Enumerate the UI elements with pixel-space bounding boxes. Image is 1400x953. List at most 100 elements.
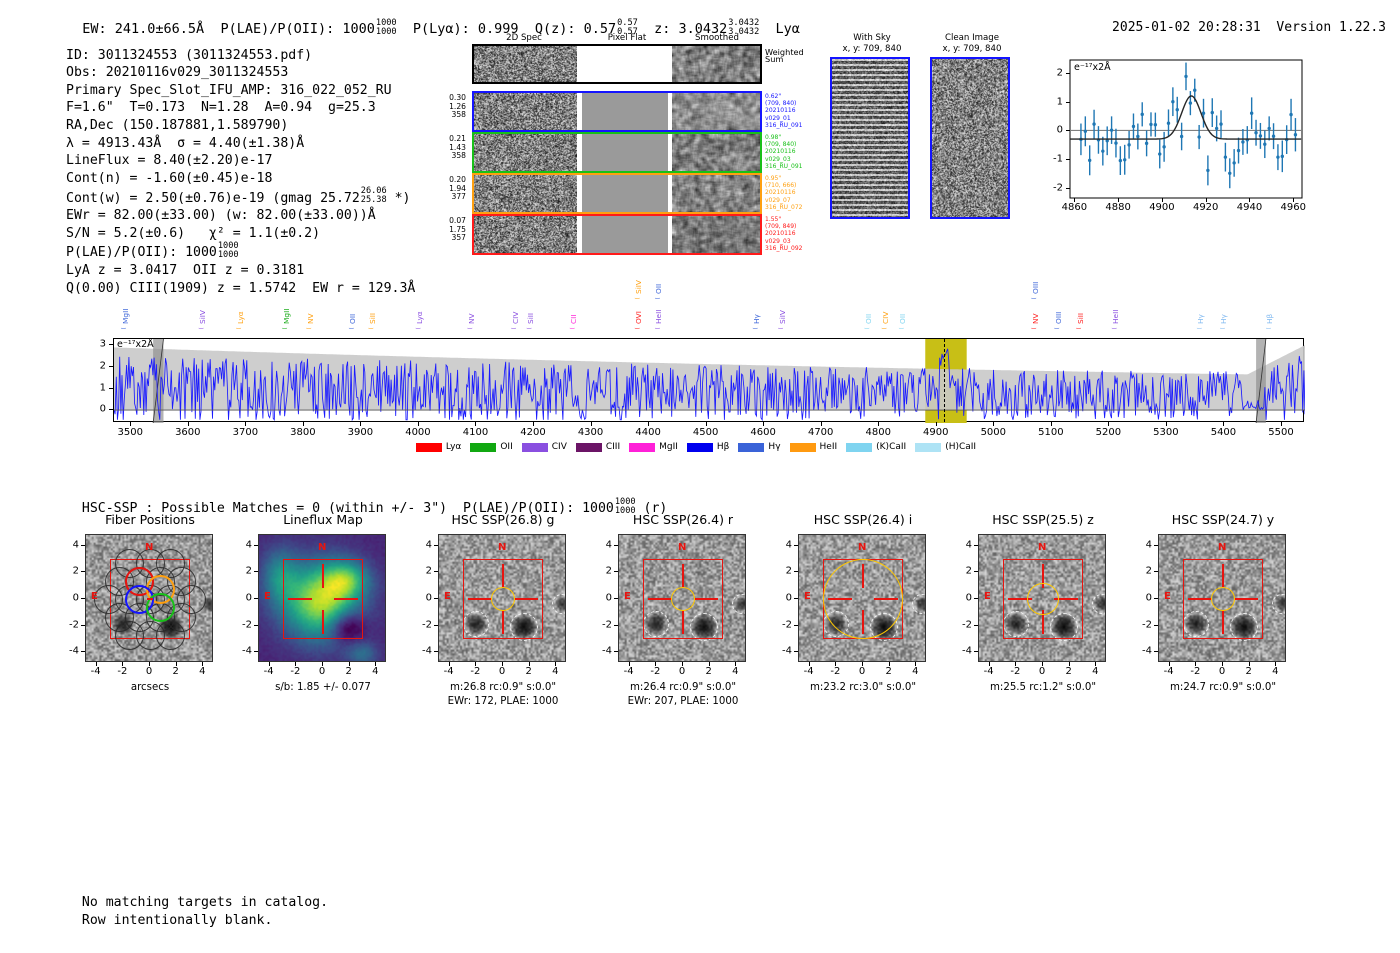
fiber-circle[interactable]	[156, 548, 186, 578]
cutout-caption-2: EWr: 172, PLAE: 1000	[447, 696, 559, 707]
header-line-name: Lyα	[775, 21, 800, 38]
cutout-ytickmark	[794, 571, 798, 573]
spec2d-right-value: v029_03	[765, 155, 791, 163]
spec2d-right-value: 1.55"	[765, 216, 782, 223]
cutout-image-box[interactable]	[1158, 534, 1286, 662]
cutout-image-box[interactable]	[978, 534, 1106, 662]
header-qz-label: Q(z): 0.57	[534, 21, 617, 38]
cutout-image-box[interactable]	[618, 534, 746, 662]
fit-ytickmark	[1066, 130, 1070, 132]
fit-data-point	[1197, 135, 1201, 139]
cutout-image-box[interactable]	[798, 534, 926, 662]
spectrum-line-bracket: ⌣	[526, 324, 533, 334]
spectrum-line-bracket: ⌣	[235, 324, 242, 334]
cutout-image-box[interactable]	[85, 534, 213, 662]
fit-xtick: 4960	[1280, 202, 1306, 213]
compass-east-label: E	[91, 591, 98, 602]
cutout-xtickmark	[95, 662, 97, 666]
cutout-xtickmark	[475, 662, 477, 666]
photometry-aperture-circle	[671, 587, 695, 611]
fit-data-point	[1236, 148, 1241, 153]
legend-swatch	[738, 442, 765, 452]
legend-item: (H)CaII	[915, 442, 976, 452]
cutout-xtickmark	[1068, 662, 1070, 666]
info-id: ID: 3011324553 (3011324553.pdf)	[66, 47, 313, 63]
full-spectrum-chart: Lyα OII CIV CIII MgII Hβ Hγ HeII (K)CaII (H)CaII …	[88, 280, 1305, 465]
spectrum-xtickmark	[360, 422, 362, 426]
cutout-ytick: -4	[962, 645, 972, 657]
fit-data-point	[1109, 128, 1114, 132]
spectrum-line-bracket: ⌣	[281, 324, 288, 334]
spectrum-xtick: 4000	[405, 427, 431, 438]
cutout-panel: HSC SSP(24.7) y N E -4 -2 0 2 4 4 2 0 -2 -4 m:24.7 rc…	[1128, 512, 1318, 693]
spec2d-right-value: (709, 840)	[765, 100, 797, 108]
fit-xtick: 4880	[1105, 202, 1131, 213]
compass-east-label: E	[624, 591, 631, 602]
cutout-ytick: -4	[422, 645, 432, 657]
spectrum-line-bracket: ⌣	[1030, 324, 1037, 334]
weighted-sum-label: Weighted Sum	[765, 47, 804, 65]
fit-data-point	[1210, 110, 1214, 115]
spectrum-ytickmark	[109, 387, 113, 389]
fit-data-point	[1214, 126, 1219, 131]
spec2d-gap	[667, 134, 673, 171]
catalog-ellipse	[911, 594, 925, 615]
info-z-lines: LyA z = 3.0417 OII z = 0.3181	[66, 263, 305, 279]
info-sn: S/N = 5.2(±0.6) χ² = 1.1(±0.2)	[66, 225, 321, 241]
legend-label: OII	[500, 442, 513, 452]
cutout-xtick: 4	[199, 666, 206, 677]
spectrum-line-bracket: ⌣	[898, 324, 905, 334]
header-qz-lo: 0.57	[617, 26, 638, 37]
cutout-xtick: 2	[1065, 666, 1072, 677]
fiber-circle-highlighted-3[interactable]	[145, 593, 175, 623]
fit-data-point	[1171, 99, 1175, 104]
cutout-ytickmark	[1154, 544, 1158, 546]
fit-data-point	[1114, 141, 1118, 145]
cutout-panel: HSC SSP(26.8) g N E -4 -2 0 2 4 4 2 0 -2 -4 m:26.8 rc…	[408, 512, 598, 707]
info-plae: P(LAE)/P(OII): 1000 1000 1000	[66, 242, 239, 260]
fit-data-point	[1105, 139, 1109, 143]
spec2d-right-value: 20210116	[765, 189, 796, 197]
spec2d-row-right-labels: 0.98" (709, 840) 20210116 v029_03 316_RU_091	[765, 134, 802, 170]
spectrum-xtick: 5000	[980, 427, 1007, 438]
photometry-aperture-circle	[491, 587, 515, 611]
cutout-ytickmark	[81, 598, 85, 599]
cutout-xtickmark	[1222, 662, 1223, 666]
crosshair-segment	[514, 598, 538, 600]
cutout-xtick: -4	[983, 666, 994, 677]
cutout-xtickmark	[175, 662, 177, 666]
spectrum-axes	[113, 338, 1305, 423]
spec2d-row-right-labels: 0.95" (710, 666) 20210116 v029_07 316_RU_072	[765, 175, 802, 211]
spec2d-gap	[576, 216, 582, 253]
cutout-ytick: 4	[965, 539, 972, 551]
cutout-xtick: 0	[1038, 666, 1046, 677]
spectrum-line-bracket: ⌣	[1053, 324, 1060, 334]
cutout-xtickmark	[1042, 662, 1043, 666]
catalog-ellipse	[1050, 613, 1079, 641]
spec2d-right-value: v029_03	[765, 237, 791, 245]
cutout-image-box[interactable]	[258, 534, 386, 662]
info-lineflux: LineFlux = 8.40(±2.20)e-17	[66, 153, 273, 169]
info-primary-spec: Primary Spec_Slot_IFU_AMP: 316_022_052_R…	[66, 82, 392, 98]
cutout-xtick: 4	[372, 666, 379, 677]
header-z-label: z: 3.0432	[654, 21, 728, 38]
spec2d-left-value: 377	[451, 192, 467, 202]
cutout-caption-1: m:26.8 rc:0.9" s:0.0"	[449, 682, 557, 693]
crosshair-segment	[1042, 564, 1044, 588]
cutout-xtickmark	[268, 662, 270, 666]
hsc-ssp-match-line: HSC-SSP : Possible Matches = 0 (within +…	[66, 483, 667, 516]
fit-data-point	[1162, 145, 1166, 149]
compass-north-label: N	[1038, 542, 1047, 553]
fit-xtickmark	[1249, 198, 1251, 202]
spec2d-strip	[472, 214, 762, 255]
cutout-ytickmark	[614, 598, 618, 599]
cutout-ytick: 2	[965, 565, 972, 577]
cutout-image-box[interactable]	[438, 534, 566, 662]
cutout-xtick: 2	[705, 666, 712, 677]
cutout-ytickmark	[254, 651, 258, 653]
spectrum-line-bracket: ⌣	[634, 324, 641, 334]
spectrum-xtickmark	[187, 422, 189, 426]
cutout-xtick: -4	[803, 666, 814, 677]
spectrum-ytickmark	[109, 366, 113, 367]
info-cont-w: Cont(w) = 2.50(±0.76)e-19 (gmag 25.72 26.…	[66, 187, 410, 205]
